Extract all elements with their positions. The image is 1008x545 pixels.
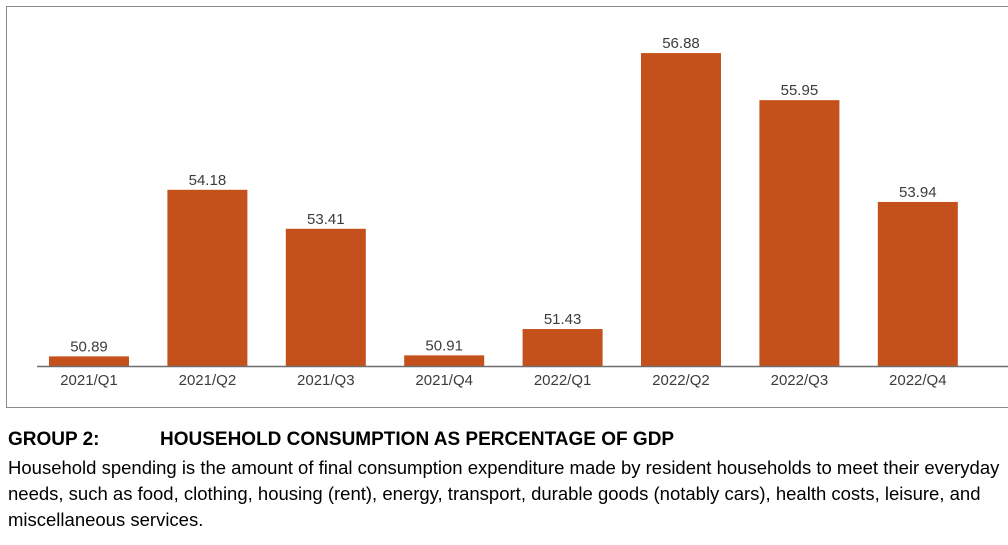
caption-heading: GROUP 2: HOUSEHOLD CONSUMPTION AS PERCENT… — [8, 428, 1002, 452]
x-tick-label: 2022/Q3 — [771, 372, 829, 389]
x-tick-label: 2021/Q2 — [179, 372, 237, 389]
bar-2021-q2 — [167, 189, 248, 366]
chart-frame: 50.89 2021/Q1 54.18 2021/Q2 53.41 2021/Q3 50.9… — [6, 6, 1008, 408]
group-label: GROUP 2: — [8, 429, 100, 450]
x-tick-label: 2021/Q3 — [297, 372, 355, 389]
bar-chart: 50.89 2021/Q1 54.18 2021/Q2 53.41 2021/Q3 50.9… — [37, 35, 1008, 389]
x-tick-label: 2022/Q4 — [889, 372, 947, 389]
caption-title: HOUSEHOLD CONSUMPTION AS PERCENTAGE OF G… — [160, 429, 675, 450]
data-label: 50.89 — [70, 338, 108, 355]
x-tick-label: 2021/Q4 — [415, 372, 473, 389]
data-label: 51.43 — [544, 311, 582, 328]
x-tick-label: 2022/Q1 — [534, 372, 592, 389]
x-tick-label: 2022/Q2 — [652, 372, 710, 389]
bar-2021-q1 — [49, 356, 129, 366]
bar-2022-q2 — [641, 53, 721, 366]
bar-2022-q4 — [877, 201, 958, 366]
data-label: 53.94 — [899, 184, 937, 201]
caption-body: Household spending is the amount of fina… — [8, 457, 1000, 530]
bar-2021-q4 — [404, 355, 485, 366]
x-tick-label: 2021/Q1 — [60, 372, 118, 389]
bar-2022-q1 — [522, 329, 603, 366]
data-label: 56.88 — [662, 35, 700, 52]
data-label: 53.41 — [307, 211, 345, 228]
data-label: 50.91 — [425, 337, 463, 354]
bar-2021-q3 — [285, 228, 366, 366]
caption: GROUP 2: HOUSEHOLD CONSUMPTION AS PERCENT… — [8, 428, 1002, 533]
data-label: 55.95 — [781, 82, 819, 99]
data-label: 54.18 — [189, 172, 227, 189]
bar-2022-q3 — [759, 100, 840, 367]
